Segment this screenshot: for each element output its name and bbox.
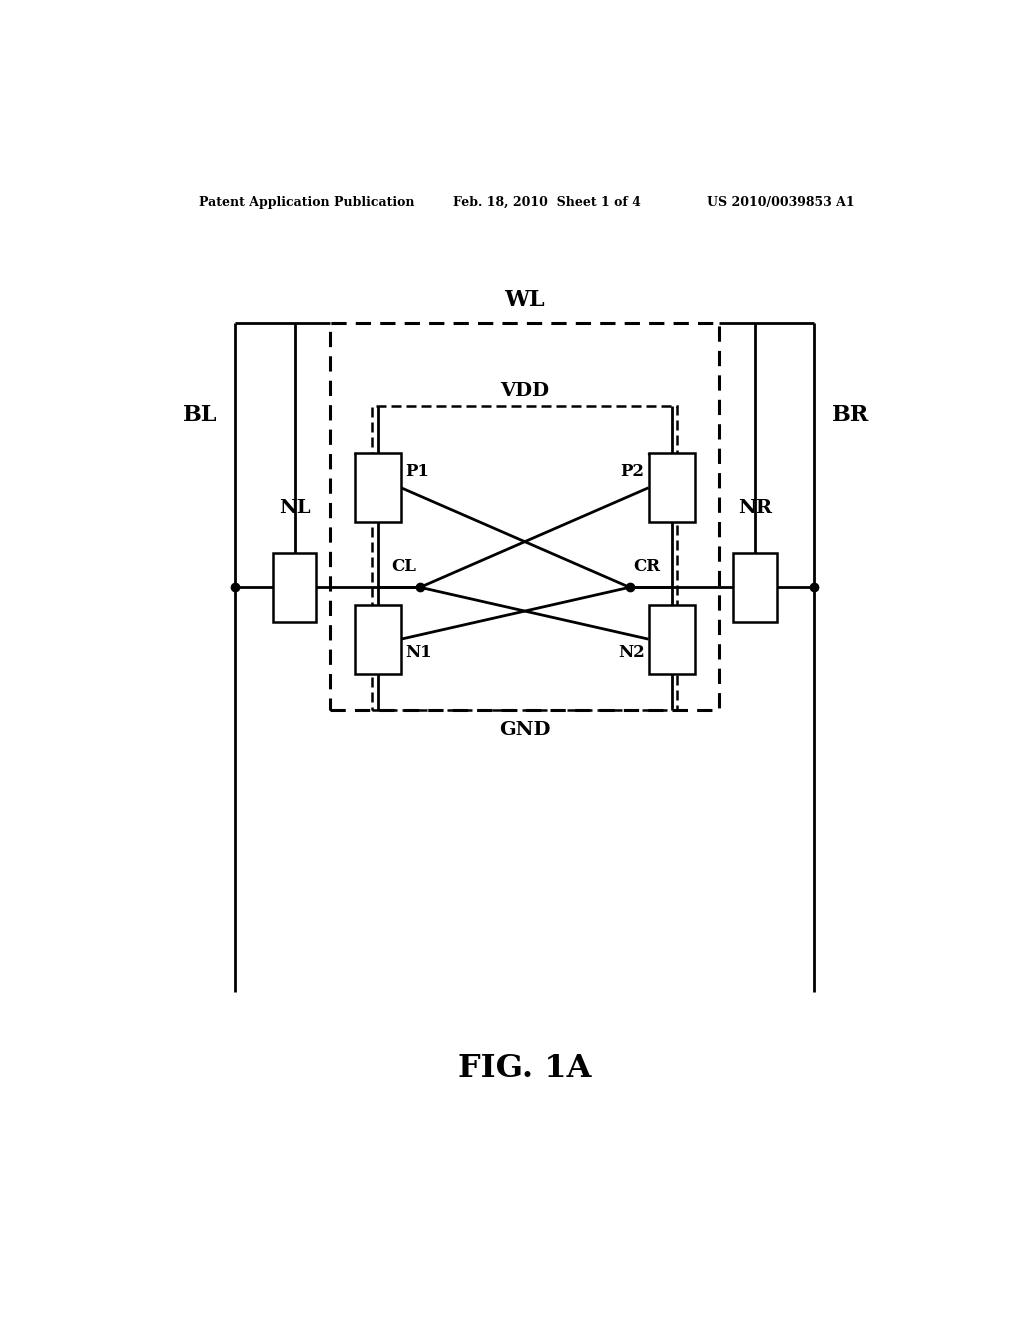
Text: BR: BR <box>831 404 869 425</box>
Bar <box>373 407 677 710</box>
Text: WL: WL <box>505 289 545 312</box>
Bar <box>648 453 694 523</box>
Bar <box>272 553 316 622</box>
Text: P2: P2 <box>621 462 645 479</box>
Text: N1: N1 <box>404 644 431 661</box>
Text: US 2010/0039853 A1: US 2010/0039853 A1 <box>708 195 855 209</box>
Text: N2: N2 <box>617 644 645 661</box>
Text: Feb. 18, 2010  Sheet 1 of 4: Feb. 18, 2010 Sheet 1 of 4 <box>454 195 641 209</box>
Text: CR: CR <box>634 558 660 576</box>
Text: NL: NL <box>279 499 310 517</box>
Bar <box>648 605 694 673</box>
Bar <box>355 605 401 673</box>
Text: VDD: VDD <box>501 383 549 400</box>
Bar <box>331 323 719 710</box>
Bar <box>733 553 777 622</box>
Text: Patent Application Publication: Patent Application Publication <box>200 195 415 209</box>
Text: GND: GND <box>499 722 551 739</box>
Text: FIG. 1A: FIG. 1A <box>458 1052 592 1084</box>
Text: NR: NR <box>738 499 772 517</box>
Text: P1: P1 <box>404 462 429 479</box>
Text: BL: BL <box>183 404 218 425</box>
Text: CL: CL <box>391 558 416 576</box>
Bar <box>355 453 401 523</box>
